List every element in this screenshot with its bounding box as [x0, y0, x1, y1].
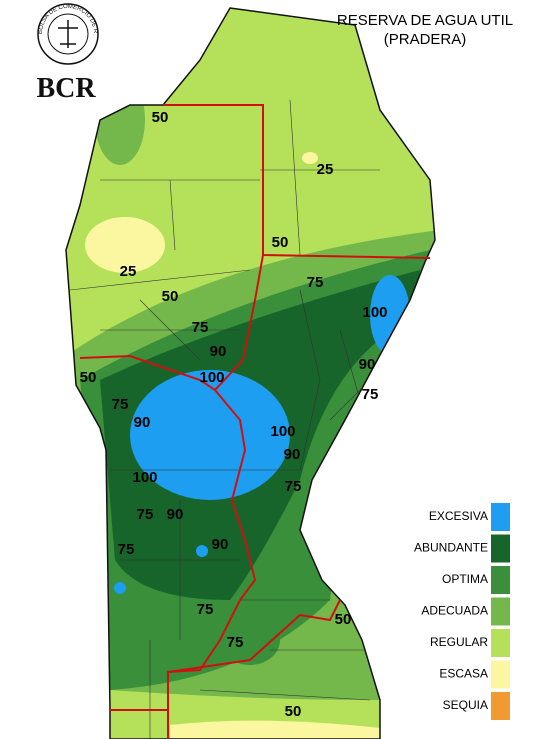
contour-label: 100: [270, 423, 295, 440]
contour-label: 25: [120, 263, 137, 280]
contour-label: 50: [162, 288, 179, 305]
logo: BOLSA DE COMERCIO DE ROSARIO BCR: [0, 0, 99, 104]
legend-label: REGULAR: [430, 635, 488, 649]
contour-label: 75: [118, 541, 135, 558]
contour-label: 75: [192, 319, 209, 336]
legend-swatch: [491, 597, 510, 626]
contour-label: 100: [132, 469, 157, 486]
contour-label: 75: [197, 601, 214, 618]
contour-label: 50: [285, 703, 302, 720]
contour-label: 75: [285, 478, 302, 495]
legend-swatch: [491, 629, 510, 657]
legend: EXCESIVA ABUNDANTE OPTIMA ADECUADA REGULAR ES…: [414, 503, 510, 720]
legend-swatch: [491, 660, 510, 689]
province-borders: [79, 104, 431, 739]
contour-label: 75: [307, 274, 324, 291]
contour-label: 25: [317, 161, 334, 178]
legend-swatch: [491, 534, 510, 563]
contour-label: 90: [212, 536, 229, 553]
contour-label: 50: [80, 369, 97, 386]
contour-label: 75: [137, 506, 154, 523]
legend-label: OPTIMA: [442, 572, 488, 586]
contour-label: 75: [362, 386, 379, 403]
legend-swatch: [491, 692, 510, 720]
contour-label: 90: [210, 343, 227, 360]
contour-label: 90: [134, 414, 151, 431]
contour-label: 90: [167, 506, 184, 523]
title-line: (PRADERA): [384, 31, 467, 48]
contour-label: 90: [359, 356, 376, 373]
contour-label: 90: [284, 446, 301, 463]
contour-label: 50: [272, 234, 289, 251]
legend-label: EXCESIVA: [429, 509, 488, 523]
legend-label: SEQUIA: [443, 698, 488, 712]
legend-label: ADECUADA: [421, 604, 488, 618]
contour-label: 100: [199, 369, 224, 386]
contour-label: 75: [227, 634, 244, 651]
contour-label: 100: [362, 304, 387, 321]
contour-label: 50: [152, 109, 169, 126]
map-outline: [65, 7, 436, 739]
logo-abbr: BCR: [36, 73, 96, 104]
legend-swatch: [491, 566, 510, 594]
legend-label: ABUNDANTE: [414, 541, 488, 555]
map-fill: [66, 8, 435, 739]
legend-swatch: [491, 503, 510, 531]
contour-label: 75: [112, 396, 129, 413]
legend-label: ESCASA: [439, 667, 488, 681]
contour-label: 50: [335, 611, 352, 628]
title-line: RESERVA DE AGUA UTIL: [337, 12, 513, 29]
